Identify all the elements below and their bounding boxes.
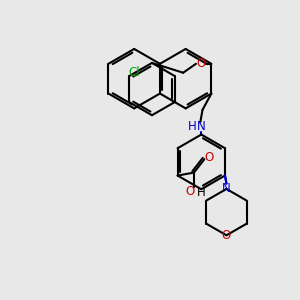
Text: O: O bbox=[196, 57, 206, 70]
Text: O: O bbox=[222, 229, 231, 242]
Text: H: H bbox=[197, 186, 206, 199]
Text: O: O bbox=[204, 151, 214, 164]
Text: O: O bbox=[185, 185, 194, 198]
Text: N: N bbox=[197, 120, 206, 133]
Text: H: H bbox=[188, 120, 197, 133]
Text: N: N bbox=[222, 182, 231, 195]
Text: Cl: Cl bbox=[129, 66, 140, 79]
